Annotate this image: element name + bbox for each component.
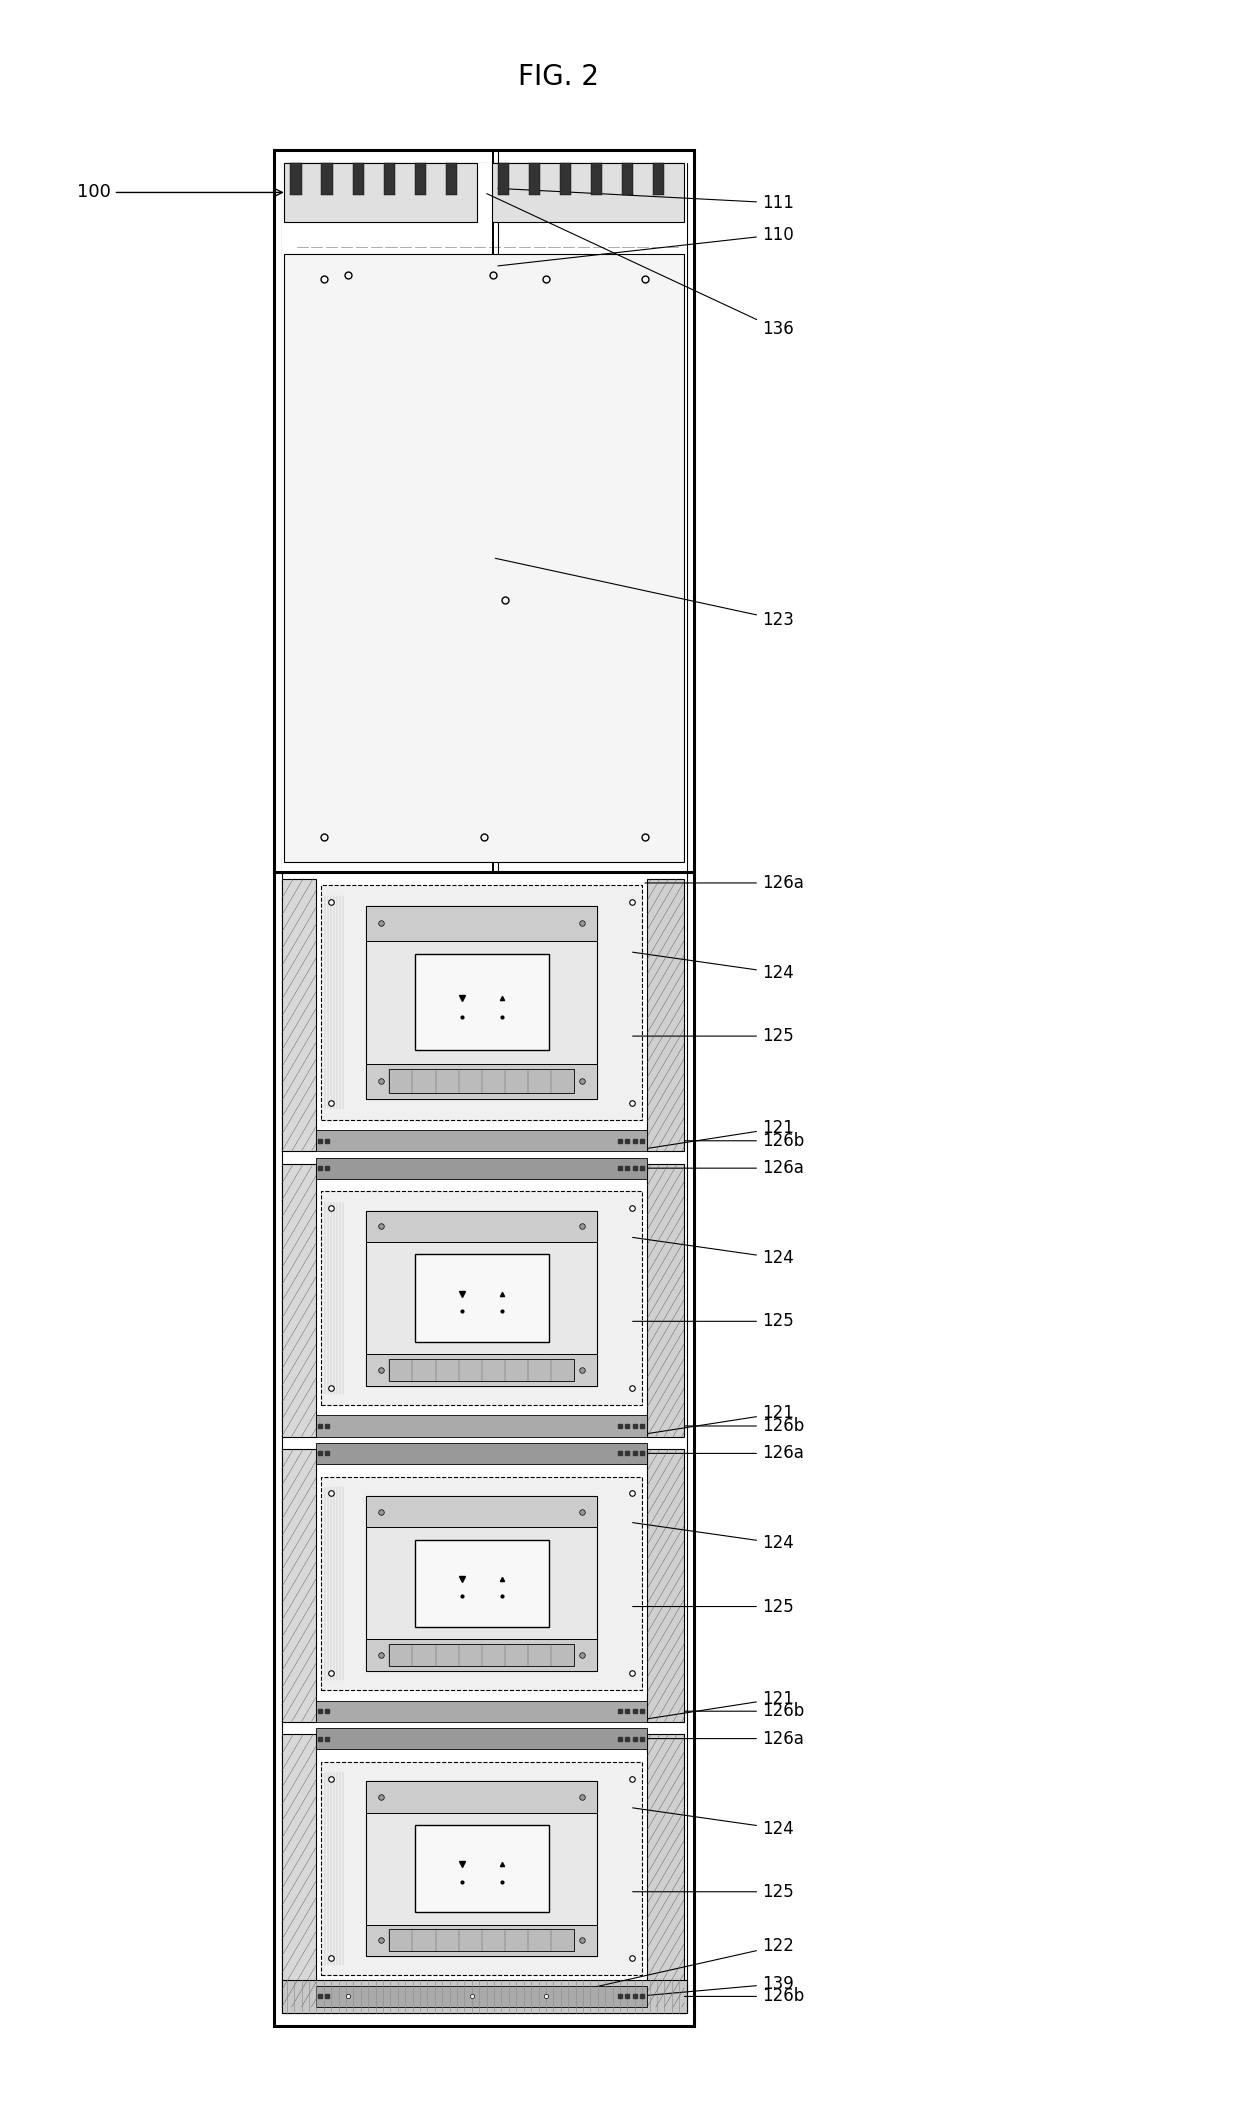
Text: 121: 121	[645, 1405, 794, 1435]
Bar	[528, 163, 539, 194]
Bar	[274, 150, 694, 2026]
Bar	[366, 1781, 598, 1813]
Text: 121: 121	[645, 1120, 794, 1149]
Text: 139: 139	[525, 1976, 794, 2005]
Text: 100: 100	[77, 184, 283, 201]
Text: 122: 122	[585, 1938, 794, 1988]
Bar	[366, 1211, 598, 1242]
Bar	[281, 1164, 316, 1437]
Bar	[414, 955, 549, 1050]
Bar	[352, 163, 363, 194]
Bar	[321, 1477, 642, 1690]
Text: 126a: 126a	[645, 1445, 804, 1462]
Bar	[316, 1986, 647, 2007]
Text: 123: 123	[495, 558, 794, 628]
Bar	[383, 163, 394, 194]
Text: 125: 125	[632, 1312, 794, 1331]
Text: 126a: 126a	[645, 1160, 804, 1177]
Bar	[281, 163, 687, 873]
Bar	[281, 1980, 687, 2014]
Bar	[321, 163, 332, 194]
Bar	[316, 1728, 647, 1750]
Bar	[281, 1450, 316, 1722]
Bar	[414, 1826, 549, 1912]
Bar	[366, 1925, 598, 1957]
Bar	[647, 1735, 684, 2007]
Bar	[647, 1450, 684, 1722]
Bar	[366, 1211, 598, 1386]
Text: 125: 125	[632, 1597, 794, 1616]
Text: 126a: 126a	[645, 1731, 804, 1747]
Text: 125: 125	[632, 1027, 794, 1046]
Bar	[366, 1496, 598, 1671]
Text: 126b: 126b	[684, 1418, 805, 1435]
Bar	[647, 1164, 684, 1437]
Bar	[389, 1359, 574, 1382]
Bar	[414, 1255, 549, 1342]
Bar	[366, 906, 598, 1099]
Bar	[366, 1640, 598, 1671]
Bar	[316, 1130, 647, 1152]
Text: 136: 136	[487, 194, 794, 338]
Bar	[560, 163, 572, 194]
Text: 111: 111	[497, 188, 794, 211]
Bar	[321, 1192, 642, 1405]
Bar	[284, 254, 684, 862]
Bar	[366, 1781, 598, 1957]
Bar	[414, 1540, 549, 1627]
Bar	[290, 163, 301, 194]
Bar	[316, 1443, 647, 1464]
Bar	[284, 163, 477, 222]
Bar	[316, 1701, 647, 1722]
Bar	[316, 1158, 647, 1179]
Bar	[366, 1496, 598, 1528]
Text: 125: 125	[632, 1883, 794, 1902]
Bar	[414, 163, 425, 194]
Bar	[321, 1762, 642, 1976]
Text: 124: 124	[632, 1238, 794, 1268]
Text: 126b: 126b	[684, 1133, 805, 1149]
Bar	[653, 163, 665, 194]
Bar	[321, 885, 642, 1120]
Bar	[389, 1929, 574, 1952]
Bar	[445, 163, 456, 194]
Bar	[316, 1416, 647, 1437]
Bar	[647, 879, 684, 1152]
Bar	[622, 163, 634, 194]
Text: 126a: 126a	[645, 875, 804, 892]
Bar	[591, 163, 603, 194]
Bar	[389, 1644, 574, 1667]
Bar	[281, 879, 316, 1152]
Text: 126b: 126b	[684, 1988, 805, 2005]
Bar	[491, 163, 684, 222]
Text: 110: 110	[497, 226, 794, 266]
Bar	[497, 163, 508, 194]
Text: 121: 121	[645, 1690, 794, 1720]
Text: FIG. 2: FIG. 2	[518, 63, 599, 91]
Bar	[281, 163, 687, 2014]
Bar	[366, 906, 598, 940]
Bar	[366, 1354, 598, 1386]
Bar	[366, 1065, 598, 1099]
Text: 124: 124	[632, 1523, 794, 1553]
Bar	[281, 1735, 316, 2007]
Text: 124: 124	[632, 1809, 794, 1838]
Bar	[389, 1069, 574, 1092]
Text: 126b: 126b	[684, 1703, 805, 1720]
Text: 124: 124	[632, 953, 794, 983]
